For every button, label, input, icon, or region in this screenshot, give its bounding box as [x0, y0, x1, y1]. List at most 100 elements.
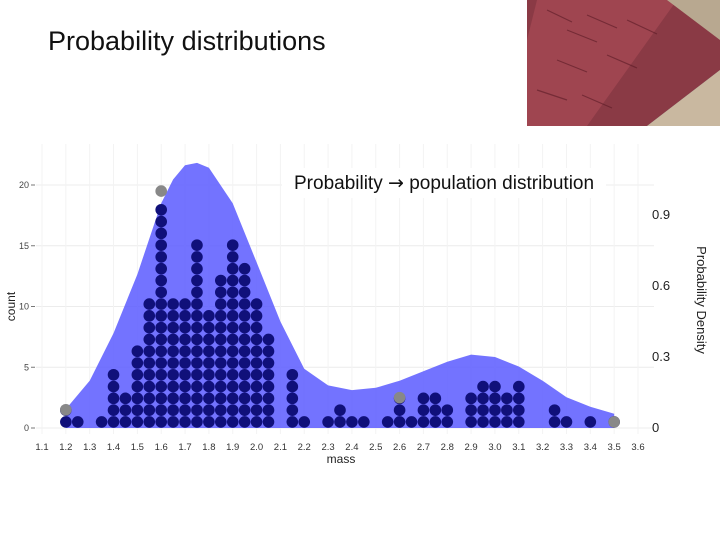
dot-point [119, 404, 132, 416]
dot-point [226, 368, 239, 381]
overlay-title: Probability → population distribution [282, 168, 607, 198]
dot-point [238, 298, 251, 310]
dot-point [107, 416, 120, 428]
dot-point [226, 345, 239, 358]
dot-point [203, 321, 215, 334]
dot-point [417, 416, 430, 428]
dot-point [238, 357, 251, 369]
y-right-tick-label: 0 [652, 420, 659, 435]
x-tick-label: 1.7 [178, 442, 191, 453]
dot-point [131, 404, 144, 416]
gray-dot-point [155, 185, 167, 197]
dot-point [215, 333, 227, 346]
x-tick-label: 2.6 [393, 442, 406, 453]
dot-point [155, 203, 167, 216]
dot-point [179, 380, 191, 393]
dot-point [215, 286, 227, 299]
y-right-axis-label: Probability Density [694, 246, 709, 354]
dot-point [203, 404, 215, 416]
arrow-icon: → [388, 172, 404, 194]
x-tick-label: 3.2 [536, 442, 549, 453]
dot-point [203, 416, 215, 428]
dot-point [155, 227, 167, 240]
dot-point [167, 380, 179, 393]
dot-point [215, 380, 227, 393]
dot-point [477, 404, 489, 416]
dot-point [155, 310, 167, 322]
y-left-tick-label: 5 [24, 362, 29, 372]
dot-point [226, 416, 239, 428]
density-curve-area [65, 162, 615, 428]
dot-point [155, 286, 167, 299]
dot-point [334, 416, 346, 428]
dot-point [215, 274, 227, 287]
y-left-tick-label: 15 [19, 241, 29, 251]
dot-point [215, 357, 227, 369]
dot-point [155, 321, 167, 334]
gray-dot-point [393, 391, 406, 404]
dot-point [155, 333, 167, 346]
dot-point [250, 310, 263, 322]
dot-point [226, 298, 239, 310]
x-tick-label: 2.2 [298, 442, 311, 453]
dot-point [179, 345, 191, 358]
dot-point [226, 310, 239, 322]
dot-point [262, 416, 275, 428]
dot-point [262, 345, 275, 358]
dot-point [179, 321, 191, 334]
dot-point [167, 321, 179, 334]
dot-point [238, 262, 251, 275]
dot-point [250, 392, 263, 405]
dot-point [155, 345, 167, 358]
dot-point [286, 404, 299, 416]
dot-point [143, 333, 156, 346]
dot-point [238, 286, 251, 299]
dot-point [477, 416, 489, 428]
dot-point [465, 404, 477, 416]
dot-point [143, 357, 156, 369]
dot-point [334, 404, 346, 416]
dot-point [191, 333, 203, 346]
dot-point [417, 392, 430, 405]
dot-point [191, 357, 203, 369]
dot-point [203, 357, 215, 369]
dot-point [250, 380, 263, 393]
y-left-axis-label: count [4, 291, 18, 321]
dot-point [191, 310, 203, 322]
dot-point [584, 416, 597, 428]
dot-point [119, 416, 132, 428]
dot-point [167, 368, 179, 381]
dot-point [465, 416, 477, 428]
dot-point [191, 286, 203, 299]
x-tick-label: 2.0 [250, 442, 263, 453]
dot-point [548, 404, 561, 416]
dot-point [155, 239, 167, 251]
x-axis-label: mass [327, 452, 356, 466]
dot-point [489, 380, 501, 393]
dot-point [179, 298, 191, 310]
dot-point [238, 368, 251, 381]
dot-point [203, 392, 215, 405]
dot-point [226, 380, 239, 393]
x-tick-label: 1.2 [59, 442, 72, 453]
dot-point [393, 404, 406, 416]
dot-point [191, 321, 203, 334]
dot-point [191, 380, 203, 393]
dot-point [286, 380, 299, 393]
x-tick-label: 2.9 [465, 442, 478, 453]
gray-dot-point [608, 416, 620, 428]
dot-point [131, 416, 144, 428]
dot-point [191, 298, 203, 310]
dot-point [262, 333, 275, 346]
dot-point [238, 380, 251, 393]
x-tick-label: 3.4 [584, 442, 597, 453]
slide-title: Probability distributions [48, 26, 326, 56]
overlay-title-left: Probability [294, 173, 383, 194]
dot-point [238, 321, 251, 334]
dot-point [238, 274, 251, 287]
dot-point [262, 404, 275, 416]
dot-point [155, 404, 167, 416]
dot-point [250, 404, 263, 416]
dot-point [346, 416, 358, 428]
dot-point [250, 368, 263, 381]
